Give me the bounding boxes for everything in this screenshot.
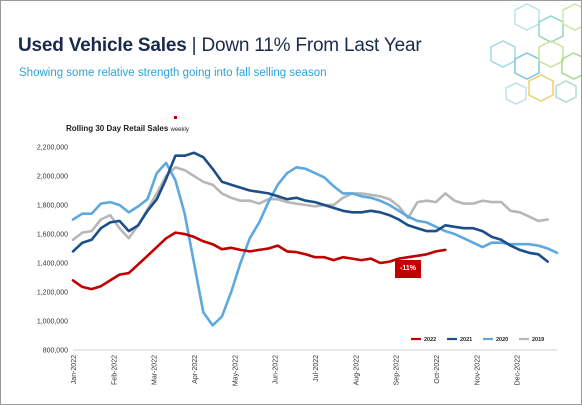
x-tick-label: Sep-2022 bbox=[394, 355, 401, 385]
series-line-2020 bbox=[71, 161, 559, 327]
legend-label-2019: 2019 bbox=[532, 337, 544, 343]
legend-label-2022: 2022 bbox=[424, 337, 436, 343]
x-tick-label: Jul-2022 bbox=[313, 355, 320, 382]
subtitle: Showing some relative strength going int… bbox=[19, 67, 327, 79]
series-line-2022 bbox=[71, 231, 447, 291]
x-tick-label: Dec-2022 bbox=[515, 355, 522, 385]
marker-dot bbox=[174, 116, 177, 119]
x-tick-label: Oct-2022 bbox=[434, 355, 441, 384]
x-tick-label: Jan-2022 bbox=[71, 355, 78, 384]
x-tick-label: Nov-2022 bbox=[474, 355, 481, 385]
change-callout: -11% bbox=[395, 260, 421, 278]
y-tick-label: 2,200,000 bbox=[37, 145, 68, 152]
x-tick-label: Mar-2022 bbox=[152, 355, 159, 385]
x-tick-label: Feb-2022 bbox=[111, 355, 118, 385]
y-tick-label: 800,000 bbox=[43, 348, 68, 355]
x-tick-label: Apr-2022 bbox=[192, 355, 199, 384]
hexagon-decoration-icon bbox=[490, 3, 581, 105]
page-title: Used Vehicle Sales | Down 11% From Last … bbox=[18, 35, 422, 57]
series-line-2021 bbox=[71, 151, 550, 263]
x-tick-label: Jun-2022 bbox=[273, 355, 280, 384]
legend-label-2020: 2020 bbox=[496, 337, 508, 343]
y-tick-label: 1,800,000 bbox=[37, 203, 68, 210]
y-tick-label: 1,000,000 bbox=[37, 319, 68, 326]
chart-title: Rolling 30 Day Retail Sales weekly bbox=[66, 124, 189, 133]
series-line-2019 bbox=[71, 166, 550, 242]
legend-label-2021: 2021 bbox=[460, 337, 472, 343]
x-tick-label: May-2022 bbox=[232, 355, 239, 386]
chart-title-text: Rolling 30 Day Retail Sales bbox=[66, 124, 169, 133]
y-tick-label: 2,000,000 bbox=[37, 174, 68, 181]
title-bold: Used Vehicle Sales bbox=[18, 35, 187, 56]
y-tick-label: 1,600,000 bbox=[37, 232, 68, 239]
chart-title-suffix: weekly bbox=[170, 127, 189, 133]
y-tick-label: 1,200,000 bbox=[37, 290, 68, 297]
y-tick-label: 1,400,000 bbox=[37, 261, 68, 268]
title-rest: | Down 11% From Last Year bbox=[186, 35, 422, 56]
x-tick-label: Aug-2022 bbox=[353, 355, 360, 385]
